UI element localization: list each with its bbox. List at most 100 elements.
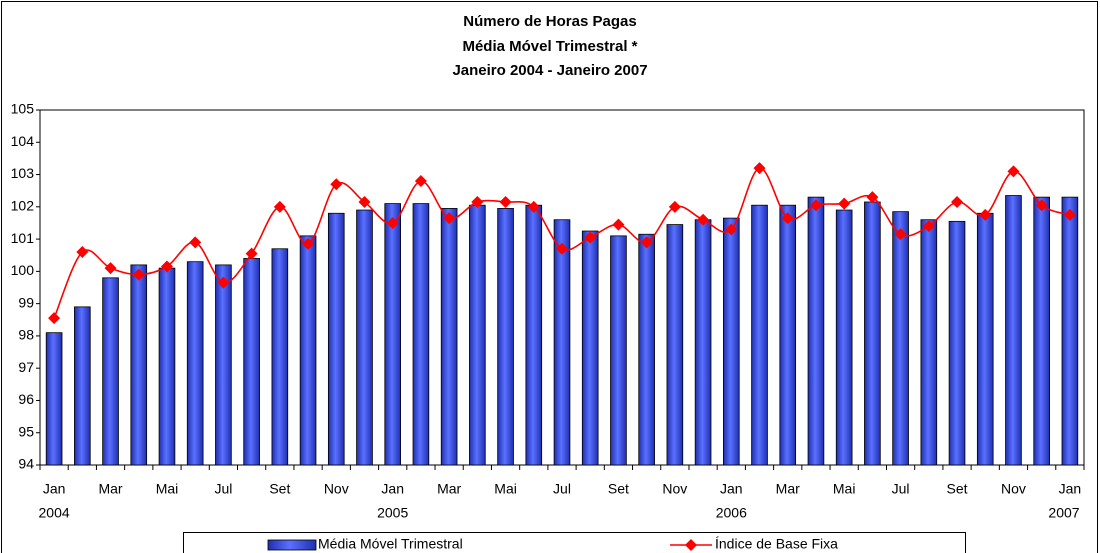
x-tick-label: Nov <box>324 481 349 497</box>
marker <box>809 199 822 212</box>
marker <box>753 162 766 175</box>
bar <box>45 332 63 466</box>
bar <box>356 209 373 466</box>
bar <box>666 224 684 466</box>
x-tick-label: Set <box>269 481 290 497</box>
chart-title: Número de Horas Pagas <box>463 13 636 30</box>
marker <box>612 218 625 231</box>
marker <box>640 236 653 249</box>
bar <box>497 208 514 466</box>
x-tick-label: Jul <box>892 481 910 497</box>
chart-subtitle: Janeiro 2004 - Janeiro 2007 <box>452 62 647 79</box>
bar <box>469 204 486 466</box>
marker <box>104 262 117 275</box>
marker <box>527 200 540 213</box>
bar <box>102 277 119 466</box>
marker <box>273 200 286 213</box>
y-tick-label: 96 <box>18 391 34 407</box>
marker <box>1035 199 1048 212</box>
y-tick-label: 105 <box>11 101 35 117</box>
x-tick-label: Mai <box>494 481 517 497</box>
marker <box>781 212 794 225</box>
marker <box>838 197 851 210</box>
x-year-label: 2007 <box>1048 505 1079 521</box>
y-tick-label: 98 <box>18 327 34 343</box>
x-tick-label: Jan <box>43 481 66 497</box>
bar <box>1061 196 1079 466</box>
bar <box>440 208 458 466</box>
legend-label: Média Móvel Trimestral <box>318 536 463 552</box>
marker <box>132 268 145 281</box>
bar <box>243 258 260 466</box>
y-tick-label: 97 <box>18 359 34 375</box>
marker <box>979 208 992 221</box>
marker <box>697 213 710 226</box>
marker <box>894 228 907 241</box>
x-tick-label: Mar <box>98 481 122 497</box>
bar <box>694 219 712 466</box>
marker <box>302 237 315 250</box>
bar <box>186 261 204 466</box>
y-tick-label: 95 <box>18 423 34 439</box>
bar <box>638 233 655 466</box>
legend-swatch <box>685 539 697 551</box>
legend-label: Índice de Base Fixa <box>715 536 838 552</box>
marker <box>866 191 879 204</box>
bar <box>864 201 881 466</box>
x-tick-label: Jan <box>381 481 404 497</box>
marker <box>160 260 173 273</box>
x-year-label: 2004 <box>39 505 70 521</box>
marker <box>499 195 512 208</box>
bar <box>779 204 797 466</box>
bar <box>215 264 232 466</box>
y-tick-label: 103 <box>11 165 35 181</box>
marker <box>358 195 371 208</box>
marker <box>1007 165 1020 178</box>
bar <box>74 306 91 466</box>
y-tick-label: 104 <box>11 133 35 149</box>
marker <box>217 276 230 289</box>
y-tick-label: 100 <box>11 262 35 278</box>
bar <box>807 196 825 466</box>
bar <box>412 203 430 466</box>
bar <box>271 248 289 466</box>
bar <box>525 204 543 466</box>
bar <box>581 230 599 466</box>
chart-subtitle: Média Móvel Trimestral * <box>462 38 637 55</box>
bar <box>976 212 994 466</box>
marker <box>48 312 61 325</box>
x-tick-label: Jul <box>553 481 571 497</box>
marker <box>1063 208 1076 221</box>
marker <box>556 242 568 255</box>
x-year-label: 2006 <box>716 505 747 521</box>
bar <box>1033 196 1050 466</box>
bar <box>553 219 571 466</box>
x-tick-label: Jan <box>1059 481 1082 497</box>
x-year-label: 2005 <box>377 505 408 521</box>
marker <box>330 178 343 191</box>
x-tick-label: Set <box>947 481 968 497</box>
marker <box>922 220 935 233</box>
y-tick-label: 99 <box>18 294 34 310</box>
x-tick-label: Mai <box>833 481 856 497</box>
marker <box>76 246 89 258</box>
marker <box>668 200 681 213</box>
bar <box>892 211 909 466</box>
x-tick-label: Mar <box>776 481 800 497</box>
bar <box>751 204 768 466</box>
legend-swatch <box>267 539 317 551</box>
bar <box>1005 195 1022 466</box>
bar <box>299 235 317 466</box>
bar <box>920 219 938 466</box>
x-tick-label: Jan <box>720 481 743 497</box>
marker <box>189 236 202 249</box>
marker <box>471 195 484 208</box>
bar <box>327 212 345 466</box>
x-tick-label: Nov <box>1001 481 1026 497</box>
marker <box>584 231 597 244</box>
bar <box>384 203 402 466</box>
y-tick-label: 102 <box>11 198 35 214</box>
marker <box>725 223 738 236</box>
bar <box>835 209 853 466</box>
